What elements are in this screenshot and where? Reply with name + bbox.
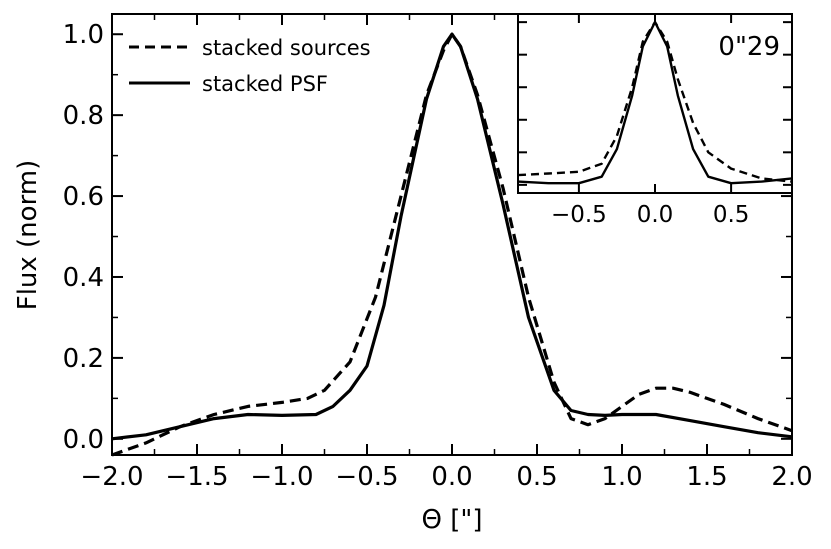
inset-x-tick-label: −0.5	[551, 202, 607, 228]
x-tick-label: 1.5	[686, 462, 727, 492]
x-tick-label: −2.0	[80, 462, 143, 492]
y-tick-label: 0.8	[63, 101, 104, 131]
legend: stacked sources stacked PSF	[129, 36, 371, 96]
x-tick-label: 0.0	[431, 462, 472, 492]
inset-x-tick-label: 0.0	[637, 202, 674, 228]
legend-label-stacked-sources: stacked sources	[202, 36, 371, 60]
y-tick-label: 0.4	[63, 263, 104, 293]
main-plot-frame	[111, 13, 793, 456]
inset-tick-labels: −0.5 0.0 0.5	[551, 202, 749, 228]
y-tick-label: 0.0	[63, 425, 104, 455]
y-tick-label: 0.6	[63, 182, 104, 212]
x-tick-label: −0.5	[335, 462, 398, 492]
main-series-lines	[111, 32, 793, 457]
x-tick-label: 1.0	[601, 462, 642, 492]
y-tick-label: 0.2	[63, 344, 104, 374]
inset-annotation: 0"29	[718, 32, 780, 62]
main-tick-labels: −2.0 −1.5 −1.0 −0.5 0.0 0.5 1.0 1.5 2.0 0.0 0.2 0.4…	[63, 20, 813, 492]
inset-series-lines	[517, 20, 793, 185]
inset-background	[518, 14, 792, 193]
x-axis-label: Θ ["]	[422, 505, 483, 535]
x-tick-label: −1.0	[250, 462, 313, 492]
inset-axis-ticks	[518, 14, 792, 193]
x-tick-label: 2.0	[771, 462, 812, 492]
series-line-stacked-psf	[111, 32, 793, 441]
x-tick-label: −1.5	[165, 462, 228, 492]
inset-panel: −0.5 0.0 0.5 0"29	[517, 13, 793, 228]
inset-plot-frame	[517, 13, 793, 194]
x-tick-label: 0.5	[516, 462, 557, 492]
y-tick-label: 1.0	[63, 20, 104, 50]
inset-x-tick-label: 0.5	[713, 202, 750, 228]
y-axis-label: Flux (norm)	[13, 160, 43, 311]
legend-label-stacked-psf: stacked PSF	[202, 72, 328, 96]
inset-series-line-stacked-psf	[517, 20, 793, 185]
